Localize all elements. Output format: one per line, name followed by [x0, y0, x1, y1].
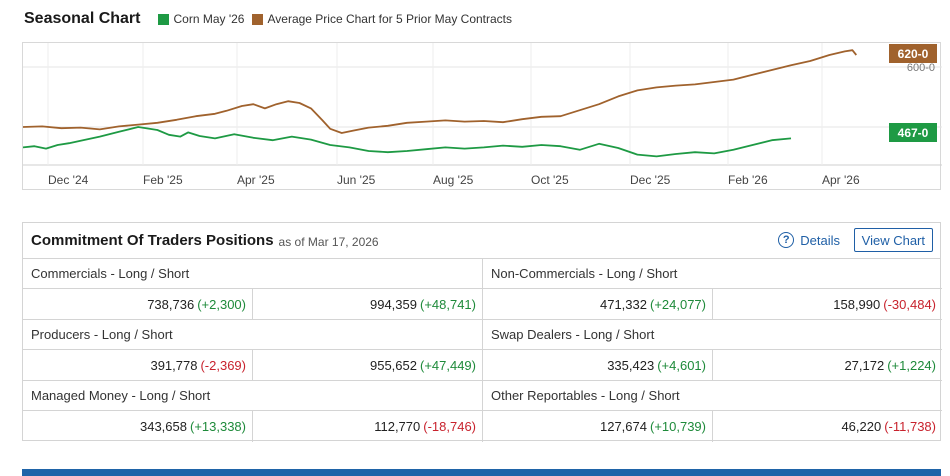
cot-header: Commitment Of Traders Positions as of Ma… — [23, 223, 940, 259]
seasonal-chart-header: Seasonal Chart Corn May '26 Average Pric… — [24, 8, 520, 30]
x-tick-label: Apr '25 — [237, 173, 275, 187]
position-value: 46,220 — [841, 419, 882, 434]
x-tick-label: Apr '26 — [822, 173, 860, 187]
price-label-box — [889, 123, 937, 142]
position-value: 955,652 — [369, 357, 417, 373]
position-change: (-2,369) — [200, 357, 246, 373]
corn-may-26-line — [23, 126, 792, 158]
position-change: (-11,738) — [884, 419, 936, 434]
cot-value-cell: 112,770 (-18,746) — [253, 411, 483, 442]
position-change: (+4,601) — [657, 357, 706, 373]
cot-value-cell: 955,652 (+47,449) — [253, 350, 483, 381]
position-change: (+1,224) — [887, 357, 936, 373]
position-change: (+47,449) — [419, 357, 476, 373]
cot-value-cell: 127,674 (+10,739) — [483, 411, 713, 442]
position-change: (+48,741) — [419, 296, 476, 312]
position-value: 994,359 — [369, 296, 417, 312]
cot-panel: Commitment Of Traders Positions as of Ma… — [22, 222, 942, 442]
cot-table: Commercials - Long / Short Non-Commercial… — [23, 259, 942, 442]
average-price-line — [23, 49, 857, 134]
position-change: (+10,739) — [649, 419, 706, 434]
cot-value-cell: 27,172 (+1,224) — [713, 350, 942, 381]
x-tick-label: Feb '26 — [728, 173, 768, 187]
help-circle-icon: ? — [778, 232, 795, 248]
x-tick-label: Feb '25 — [143, 173, 183, 187]
details-link[interactable]: ? Details — [778, 232, 840, 248]
legend-corn-swatch — [158, 13, 170, 25]
cot-value-cell: 994,359 (+48,741) — [253, 289, 483, 320]
x-tick-label: Dec '24 — [48, 173, 89, 187]
cot-value-cell: 343,658 (+13,338) — [23, 411, 253, 442]
position-value: 27,172 — [844, 357, 885, 373]
cot-row-label: Other Reportables - Long / Short — [483, 381, 942, 411]
cot-value-cell: 46,220 (-11,738) — [713, 411, 942, 442]
position-change: (-18,746) — [423, 419, 476, 434]
x-tick-label: Jun '25 — [337, 173, 376, 187]
position-value: 471,332 — [599, 296, 647, 312]
seasonal-chart-title: Seasonal Chart — [24, 10, 141, 27]
y-tick-label: 600-0 — [907, 62, 935, 74]
details-label: Details — [800, 232, 840, 248]
cot-value-cell: 158,990 (-30,484) — [713, 289, 942, 320]
x-tick-label: Oct '25 — [531, 173, 569, 187]
position-value: 738,736 — [147, 296, 195, 312]
cot-value-cell: 471,332 (+24,077) — [483, 289, 713, 320]
legend-average[interactable]: Average Price Chart for 5 Prior May Cont… — [252, 12, 512, 26]
cot-as-of-date: as of Mar 17, 2026 — [278, 235, 379, 249]
price-label-box — [889, 44, 937, 63]
view-chart-button[interactable]: View Chart — [853, 228, 933, 252]
price-label: 467-0 — [898, 126, 929, 140]
legend-corn-label: Corn May '26 — [173, 12, 245, 26]
cot-title: Commitment Of Traders Positions — [31, 232, 274, 249]
bottom-accent-bar — [22, 469, 941, 476]
cot-row-label: Swap Dealers - Long / Short — [483, 320, 942, 350]
cot-value-cell: 738,736 (+2,300) — [23, 289, 253, 320]
position-value: 112,770 — [374, 419, 421, 434]
legend-corn[interactable]: Corn May '26 — [158, 12, 244, 26]
position-value: 127,674 — [599, 419, 647, 434]
position-value: 343,658 — [139, 419, 187, 434]
x-tick-label: Aug '25 — [433, 173, 474, 187]
position-value: 158,990 — [833, 296, 881, 312]
position-change: (-30,484) — [883, 296, 936, 312]
cot-value-cell: 391,778 (-2,369) — [23, 350, 253, 381]
position-value: 391,778 — [150, 357, 198, 373]
position-change: (+24,077) — [649, 296, 706, 312]
cot-row-label: Non-Commercials - Long / Short — [483, 259, 942, 289]
position-change: (+2,300) — [197, 296, 246, 312]
cot-row-label: Producers - Long / Short — [23, 320, 483, 350]
cot-value-cell: 335,423 (+4,601) — [483, 350, 713, 381]
legend-average-swatch — [252, 13, 264, 25]
legend-average-label: Average Price Chart for 5 Prior May Cont… — [267, 12, 513, 26]
x-tick-label: Dec '25 — [630, 173, 671, 187]
cot-row-label: Managed Money - Long / Short — [23, 381, 483, 411]
position-value: 335,423 — [607, 357, 655, 373]
cot-row-label: Commercials - Long / Short — [23, 259, 483, 289]
position-change: (+13,338) — [189, 419, 246, 434]
price-label: 620-0 — [898, 47, 929, 61]
